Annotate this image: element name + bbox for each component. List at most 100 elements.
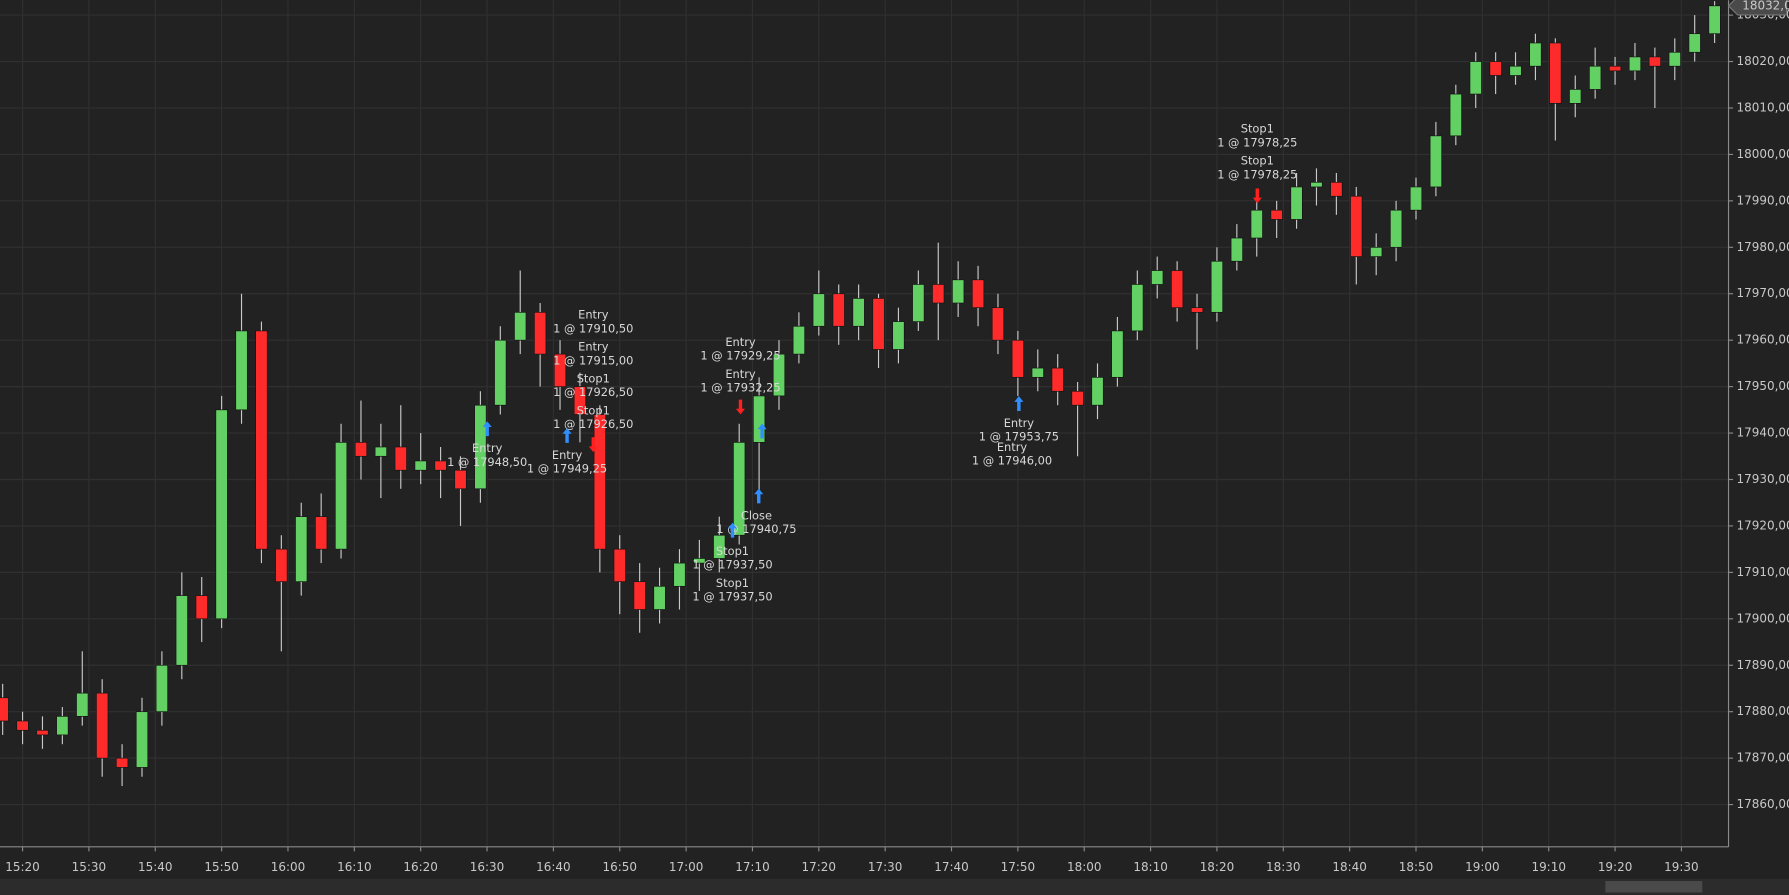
candle-body [952, 279, 965, 304]
candle-body [1350, 195, 1363, 257]
y-tick-label: 17970,00 [1737, 286, 1789, 300]
candle-body [1190, 307, 1204, 313]
y-tick-label: 17920,00 [1737, 518, 1789, 532]
x-tick-label: 17:30 [868, 860, 903, 874]
x-tick-label: 17:10 [735, 860, 770, 874]
candle-body [1250, 209, 1263, 239]
candle-body [1648, 56, 1661, 67]
y-tick-label: 17890,00 [1737, 658, 1789, 672]
candle-body [832, 293, 845, 327]
candle-body [16, 720, 29, 731]
candle-body [354, 442, 368, 457]
candle-body [1688, 33, 1701, 53]
candles [0, 1, 1721, 786]
candle-body [1011, 339, 1024, 378]
x-tick-label: 18:00 [1067, 860, 1102, 874]
candle-body [1529, 42, 1542, 67]
execution-title: Stop1 [577, 372, 610, 386]
y-tick-label: 17960,00 [1737, 333, 1789, 347]
candle-body [155, 664, 169, 713]
candle-body [1210, 260, 1224, 313]
execution-title: Stop1 [716, 544, 749, 558]
candle-body [1628, 56, 1642, 72]
candle-body [1111, 330, 1124, 378]
candle-body [36, 729, 49, 736]
candle-body [56, 715, 69, 736]
candle-body [852, 298, 865, 327]
buy-arrow [1014, 396, 1024, 411]
x-tick-label: 19:20 [1598, 860, 1633, 874]
buy-arrow [754, 488, 764, 504]
candle-body [553, 353, 567, 387]
x-tick-label: 17:40 [934, 860, 968, 874]
x-tick-label: 15:30 [72, 860, 106, 874]
y-tick-label: 17870,00 [1737, 751, 1789, 765]
execution-detail: 1 @ 17926,50 [553, 385, 633, 399]
buy-arrow [727, 522, 738, 538]
candle-body [514, 311, 527, 341]
y-tick-label: 17880,00 [1737, 704, 1789, 718]
x-tick-label: 18:50 [1399, 860, 1434, 874]
candle-body [1389, 209, 1403, 248]
candle-body [1330, 181, 1343, 197]
candle-body [255, 330, 268, 550]
candle-body [414, 460, 427, 471]
execution-title: Entry [1004, 416, 1035, 430]
candle-body [653, 585, 666, 610]
execution-detail: 1 @ 17949,25 [527, 462, 607, 476]
buy-arrow [757, 423, 767, 439]
candle-body [872, 298, 885, 350]
execution-detail: 1 @ 17948,50 [447, 455, 527, 469]
y-tick-label: 17950,00 [1737, 379, 1789, 393]
x-tick-label: 17:20 [802, 860, 836, 874]
execution-title: Stop1 [1241, 122, 1274, 136]
execution-title: Entry [578, 340, 609, 354]
execution-title: Entry [725, 335, 756, 349]
candle-body [1469, 61, 1482, 95]
execution-detail: 1 @ 17946,00 [972, 454, 1052, 468]
candle-body [315, 516, 328, 550]
sell-arrow [588, 437, 598, 453]
candle-body [752, 395, 766, 443]
y-tick-label: 18010,00 [1737, 100, 1789, 114]
candle-body [932, 284, 945, 304]
buy-arrow [482, 421, 492, 437]
execution-detail: 1 @ 17978,25 [1217, 167, 1297, 181]
execution-title: Entry [997, 440, 1028, 454]
candle-body [175, 595, 188, 666]
x-tick-label: 15:40 [138, 860, 173, 874]
candle-body [0, 697, 9, 722]
execution-title: Stop1 [1241, 154, 1274, 168]
execution-detail: 1 @ 17915,00 [553, 353, 633, 367]
x-tick-label: 17:50 [1001, 860, 1036, 874]
execution-title: Close [741, 508, 772, 522]
candle-body [1489, 61, 1502, 76]
candle-body [474, 404, 487, 490]
scrollbar-thumb[interactable] [1605, 881, 1703, 893]
execution-title: Stop1 [577, 403, 610, 417]
x-tick-label: 16:50 [602, 860, 637, 874]
y-tick-label: 18020,00 [1737, 54, 1789, 68]
execution-detail: 1 @ 17910,50 [553, 321, 633, 335]
x-tick-label: 16:20 [403, 860, 438, 874]
candle-body [215, 409, 228, 620]
candle-body [971, 279, 985, 309]
candle-body [115, 757, 129, 768]
scrollbar[interactable] [0, 878, 1789, 895]
execution-detail: 1 @ 17940,75 [716, 522, 796, 536]
execution-detail: 1 @ 17937,50 [692, 589, 772, 603]
candle-body [573, 386, 587, 415]
y-tick-label: 18000,00 [1737, 147, 1789, 161]
candle-body [1608, 65, 1622, 72]
candle-body [1370, 246, 1383, 257]
execution-detail: 1 @ 17932,25 [700, 381, 780, 395]
candle-body [235, 330, 248, 411]
execution-title: Entry [552, 448, 583, 462]
buy-arrow [562, 428, 572, 443]
candle-body [593, 414, 606, 550]
execution-detail: 1 @ 17926,50 [553, 417, 633, 431]
candle-body [534, 311, 547, 355]
